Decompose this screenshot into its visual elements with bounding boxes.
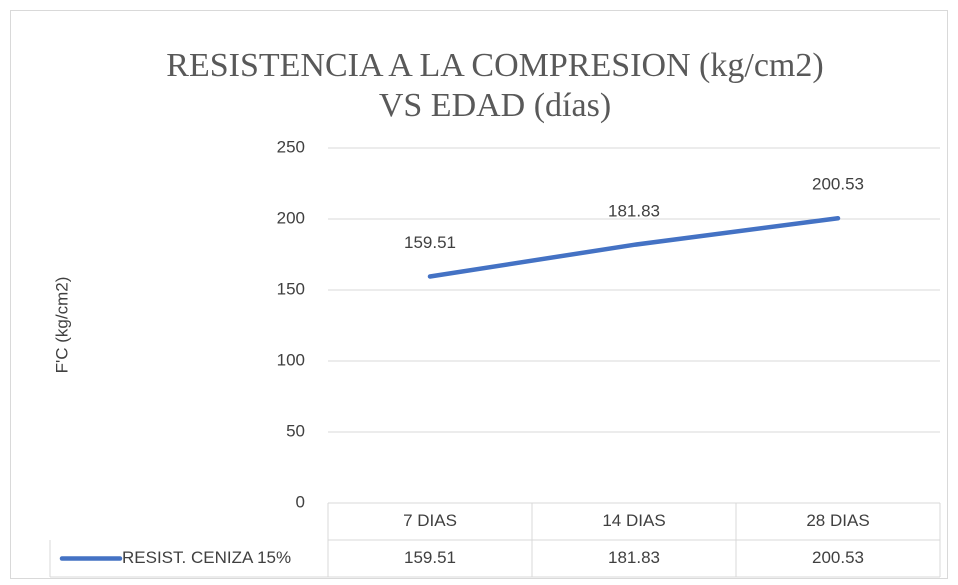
chart-title: RESISTENCIA A LA COMPRESION (kg/cm2) [166,47,823,84]
y-tick-label: 200 [277,208,305,227]
table-value: 200.53 [812,548,864,567]
legend-label: RESIST. CENIZA 15% [122,548,291,567]
table-value: 159.51 [404,548,456,567]
chart-border [10,10,948,579]
x-tick-label: 28 DIAS [806,511,869,530]
x-tick-label: 7 DIAS [403,511,457,530]
y-tick-label: 50 [286,421,305,440]
y-tick-label: 0 [296,492,305,511]
y-tick-label: 100 [277,350,305,369]
data-label: 159.51 [404,233,456,252]
y-tick-label: 150 [277,279,305,298]
y-axis-label: F'C (kg/cm2) [52,277,71,374]
data-label: 200.53 [812,175,864,194]
y-tick-label: 250 [277,137,305,156]
x-tick-label: 14 DIAS [602,511,665,530]
chart-title: VS EDAD (días) [379,87,611,124]
data-label: 181.83 [608,201,660,220]
series-line [427,215,841,279]
table-value: 181.83 [608,548,660,567]
